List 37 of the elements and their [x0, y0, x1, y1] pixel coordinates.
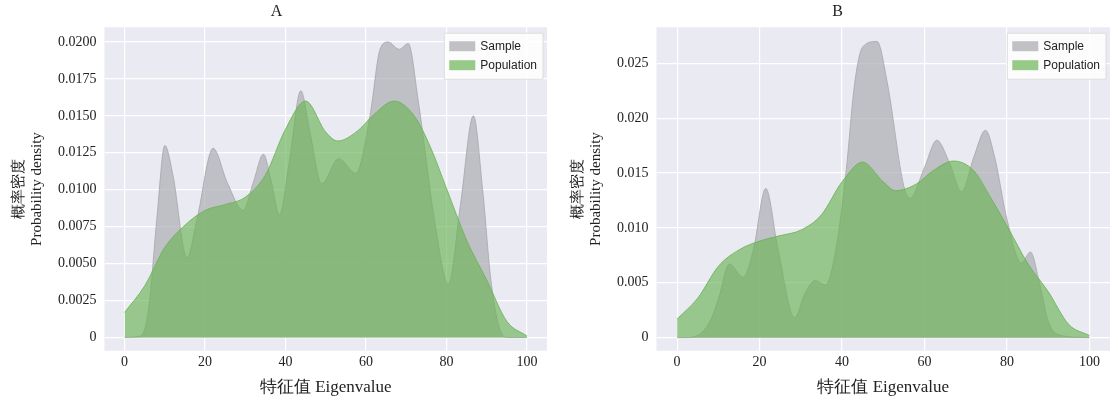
y-tick-label: 0 — [641, 329, 649, 345]
y-tick-label: 0.0125 — [58, 144, 97, 160]
y-tick-label: 0.005 — [617, 274, 649, 290]
legend-label: Population — [1043, 57, 1101, 72]
y-axis-title: 概率密度 Probability density — [568, 131, 603, 246]
y-tick-label: 0.015 — [617, 164, 649, 180]
y-tick-label: 0.0150 — [58, 107, 97, 123]
x-tick-label: 100 — [516, 353, 538, 369]
x-tick-label: 80 — [439, 353, 454, 369]
legend-label: Sample — [480, 38, 522, 53]
y-tick-label: 0.020 — [617, 109, 649, 125]
x-tick-label: 20 — [752, 353, 767, 369]
x-tick-label: 0 — [121, 353, 129, 369]
x-tick-label: 40 — [835, 353, 850, 369]
y-tick-label: 0.0025 — [58, 292, 97, 308]
x-tick-label: 100 — [1078, 353, 1100, 369]
x-tick-label: 60 — [917, 353, 932, 369]
legend-label: Sample — [1043, 38, 1085, 53]
y-tick-label: 0.0200 — [58, 33, 97, 49]
x-axis-title: 特征值 Eigenvalue — [259, 377, 392, 397]
x-tick-label: 40 — [278, 353, 293, 369]
y-tick-label: 0.025 — [617, 55, 649, 71]
y-tick-label: 0.0050 — [58, 255, 97, 271]
y-tick-label: 0.0175 — [58, 70, 97, 86]
y-tick-label: 0.0100 — [58, 181, 97, 197]
chart-title: A — [270, 1, 283, 19]
x-axis-title: 特征值 Eigenvalue — [817, 377, 950, 397]
y-axis-title: 概率密度 Probability density — [9, 131, 44, 246]
y-tick-label: 0 — [89, 329, 97, 345]
chart-title: B — [832, 1, 843, 19]
y-tick-label: 0.0075 — [58, 218, 97, 234]
y-tick-label: 0.010 — [617, 219, 649, 235]
legend-label: Population — [480, 57, 538, 72]
x-tick-label: 20 — [198, 353, 213, 369]
x-tick-label: 80 — [999, 353, 1014, 369]
x-tick-label: 60 — [358, 353, 373, 369]
x-tick-label: 0 — [673, 353, 681, 369]
